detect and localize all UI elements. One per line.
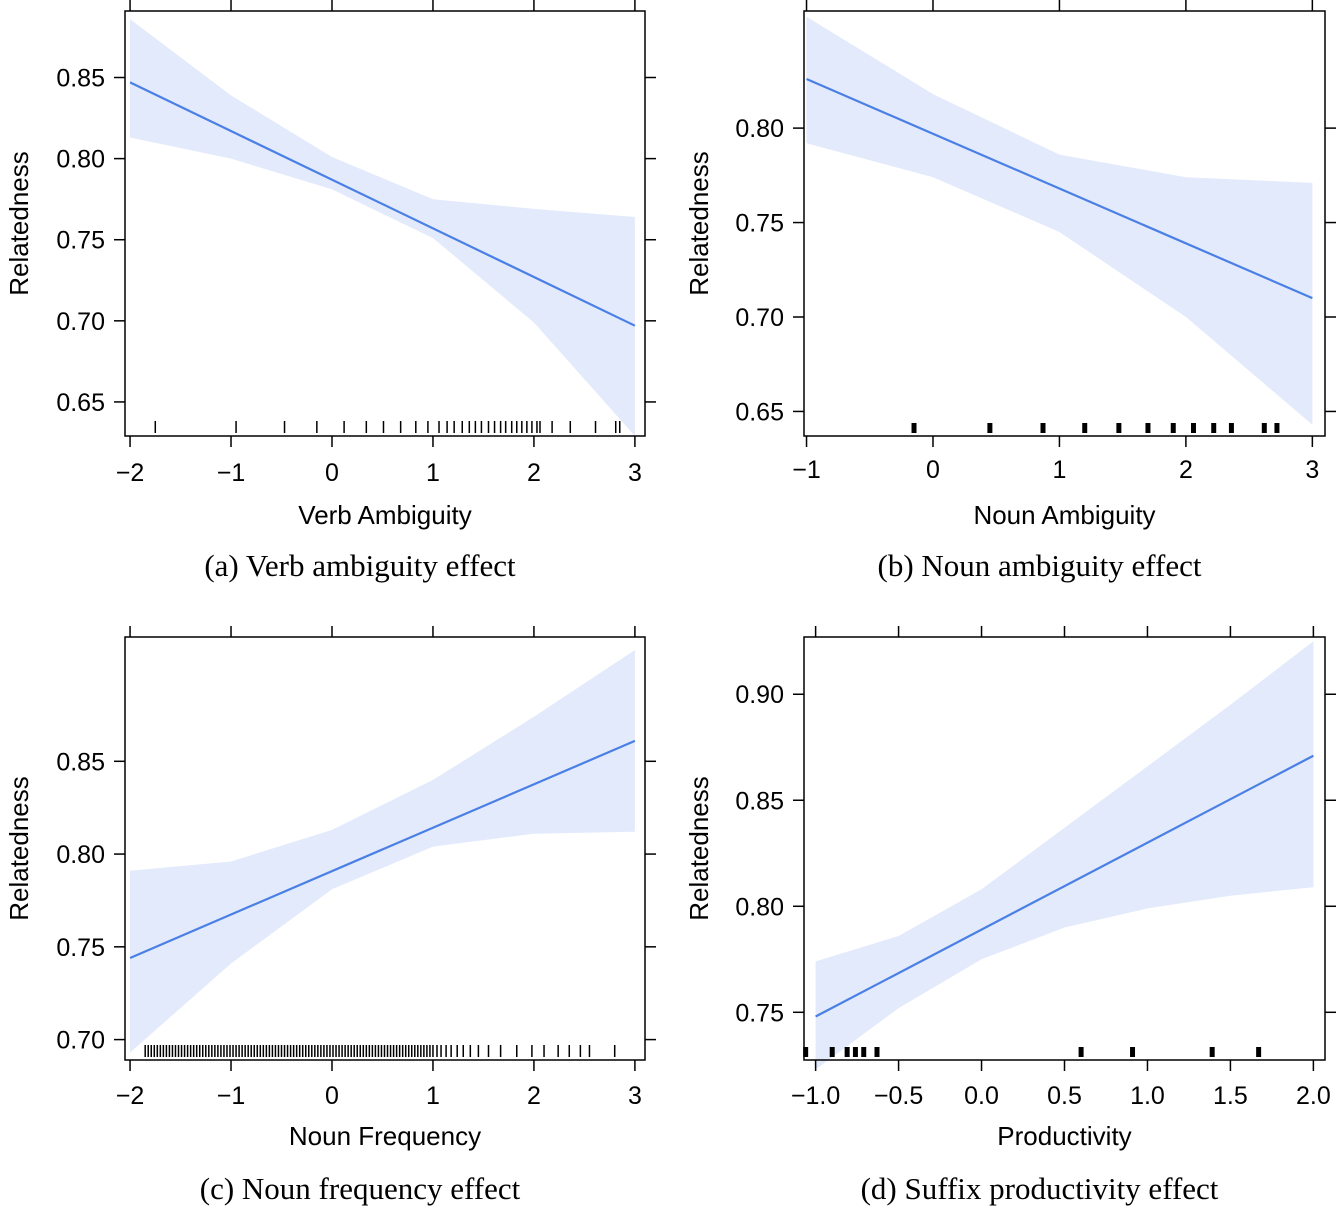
panel-caption: (a) Verb ambiguity effect [204, 548, 516, 583]
y-tick-label: 0.70 [56, 1027, 105, 1055]
y-axis-label: Relatedness [4, 776, 34, 921]
y-tick-label: 0.80 [735, 893, 784, 921]
x-tick-label: −0.5 [874, 1082, 923, 1110]
y-axis-label: Relatedness [684, 151, 714, 296]
panel-caption: (b) Noun ambiguity effect [878, 548, 1202, 583]
rug [144, 1045, 616, 1057]
panel-c: −2 −1 0 1 2 3 0.70 0.75 0.80 0.85 Noun Frequency Re… [4, 626, 656, 1206]
y-tick-label: 0.75 [56, 934, 105, 962]
y-axis-label: Relatedness [684, 776, 714, 921]
y-tick-label: 0.85 [56, 65, 105, 93]
plot-frame [803, 10, 1326, 437]
y-tick-label: 0.70 [735, 304, 784, 332]
confidence-band [130, 650, 635, 1053]
fit-line [815, 754, 1314, 1018]
y-tick-label: 0.75 [56, 227, 105, 255]
x-axis-label: Productivity [997, 1121, 1131, 1151]
x-axis-label: Noun Ambiguity [973, 500, 1155, 530]
x-tick-label: 1 [426, 459, 440, 487]
x-tick-label: 3 [1305, 456, 1319, 484]
x-tick-label: −1.0 [791, 1082, 840, 1110]
fit-line [129, 739, 636, 959]
y-tick-label: 0.80 [56, 841, 105, 869]
x-tick-label: 1.5 [1213, 1082, 1248, 1110]
x-tick-label: 1 [426, 1082, 440, 1110]
rug [911, 423, 1280, 433]
y-tick-label: 0.80 [735, 115, 784, 143]
y-tick-label: 0.85 [56, 748, 105, 776]
x-tick-label: 2 [527, 459, 541, 487]
confidence-band [130, 19, 635, 436]
x-tick-label: −1 [792, 456, 821, 484]
x-tick-label: 2 [527, 1082, 541, 1110]
x-tick-label: 0 [325, 1082, 339, 1110]
panel-caption: (d) Suffix productivity effect [861, 1171, 1219, 1206]
plot-frame [124, 636, 646, 1061]
x-tick-label: 3 [628, 1082, 642, 1110]
y-tick-label: 0.75 [735, 999, 784, 1027]
x-tick-label: 2.0 [1296, 1082, 1331, 1110]
x-tick-label: 2 [1179, 456, 1193, 484]
rug [154, 421, 621, 433]
confidence-band [806, 16, 1313, 425]
x-tick-label: 3 [628, 459, 642, 487]
panel-b: −1 0 1 2 3 0.65 0.70 0.75 0.80 Noun Ambiguity Rela… [684, 0, 1336, 583]
x-tick-label: 0 [926, 456, 940, 484]
x-tick-label: 0.5 [1047, 1082, 1082, 1110]
y-tick-label: 0.90 [735, 681, 784, 709]
x-axis-label: Verb Ambiguity [298, 500, 471, 530]
x-axis-label: Noun Frequency [289, 1121, 481, 1151]
panel-d: −1.0 −0.5 0.0 0.5 1.0 1.5 2.0 0.75 0.80 0.85 0.90 P… [684, 626, 1336, 1206]
x-tick-label: 0.0 [964, 1082, 999, 1110]
rug [803, 1047, 1262, 1057]
x-tick-label: −1 [217, 459, 246, 487]
x-tick-label: 1.0 [1130, 1082, 1165, 1110]
y-tick-label: 0.65 [735, 398, 784, 426]
fit-line [806, 77, 1313, 300]
x-tick-label: −1 [217, 1082, 246, 1110]
panel-a: −2 −1 0 1 2 3 0.65 0.70 0.75 0.80 0.85 Verb Ambigui… [4, 0, 656, 583]
y-tick-label: 0.75 [735, 210, 784, 238]
y-tick-label: 0.85 [735, 787, 784, 815]
plot-frame [124, 10, 646, 437]
y-axis-label: Relatedness [4, 151, 34, 296]
x-tick-label: 0 [325, 459, 339, 487]
panel-caption: (c) Noun frequency effect [200, 1171, 521, 1206]
fit-line [129, 81, 636, 327]
x-tick-label: −2 [116, 1082, 145, 1110]
x-tick-label: 1 [1052, 456, 1066, 484]
y-tick-label: 0.80 [56, 146, 105, 174]
x-tick-label: −2 [116, 459, 145, 487]
confidence-band [815, 641, 1314, 1070]
y-tick-label: 0.70 [56, 308, 105, 336]
y-tick-label: 0.65 [56, 389, 105, 417]
